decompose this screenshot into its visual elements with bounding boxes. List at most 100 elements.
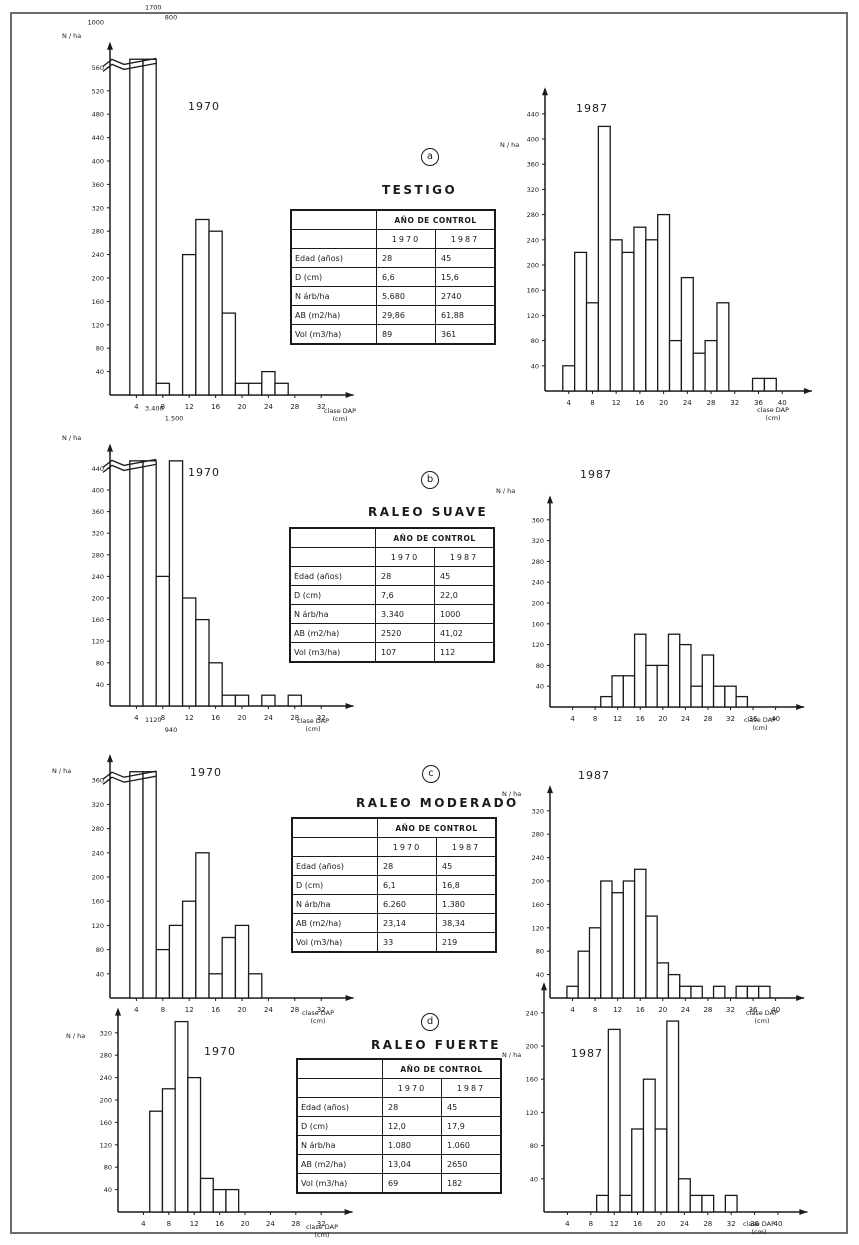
y-tick-label: 160: [92, 616, 104, 624]
y-tick-label: 240: [532, 579, 544, 587]
y-tick-label: 280: [92, 825, 104, 833]
histogram-bar: [690, 985, 703, 999]
panel-b-letter: b: [421, 471, 439, 489]
figure-frame: [10, 12, 848, 1234]
x-axis-label: clase DAP: [746, 1009, 778, 1017]
cell-1970: 7,6: [375, 585, 435, 605]
table-row: Vol (m3/ha) 89 361: [290, 324, 496, 345]
histogram-bar: [746, 985, 760, 999]
table-row: Vol (m3/ha) 69 182: [296, 1173, 502, 1194]
x-axis-label: clase DAP: [757, 406, 789, 414]
x-tick-label: 8: [590, 399, 594, 407]
y-tick-label: 280: [532, 831, 544, 839]
y-tick-label: 280: [527, 211, 539, 219]
table-row: AB (m2/ha) 13,04 2650: [296, 1154, 502, 1174]
histogram-bar: [168, 924, 184, 999]
histogram-bar: [155, 948, 171, 999]
table-row: N árb/ha 3.340 1000: [289, 604, 495, 624]
y-tick-label: 160: [532, 620, 544, 628]
cell-1970: 6,6: [376, 267, 436, 287]
x-tick-label: 16: [633, 1220, 642, 1228]
table-row: AB (m2/ha) 23,14 38,34: [291, 913, 497, 933]
cell-1987: 1000: [434, 604, 495, 624]
x-tick-label: 4: [566, 399, 571, 407]
bar-label: 1700: [145, 3, 162, 11]
panel-a-title: TESTIGO: [382, 183, 458, 197]
y-tick-label: 240: [526, 1009, 538, 1017]
histogram-bar: [619, 1194, 633, 1213]
histogram-bar: [645, 239, 659, 392]
cell-1987: 2650: [441, 1154, 502, 1174]
histogram-bar: [679, 643, 692, 708]
histogram-bar: [751, 377, 766, 392]
x-tick-label: 24: [264, 714, 273, 722]
x-tick-label: 40: [771, 715, 780, 723]
histogram-bar: [174, 1020, 189, 1213]
x-tick-label: 28: [290, 1006, 299, 1014]
x-axis-arrow: [799, 1209, 808, 1215]
histogram-bar: [597, 125, 611, 392]
row-label: Vol (m3/ha): [291, 932, 378, 953]
x-tick-label: 4: [141, 1220, 146, 1228]
y-tick-label: 120: [92, 321, 104, 329]
x-axis-arrow: [345, 995, 354, 1001]
cell-1987: 219: [436, 932, 497, 953]
y-axis-arrow: [541, 982, 547, 991]
x-tick-label: 16: [636, 1006, 645, 1014]
histogram-bar: [656, 962, 670, 999]
axis-break: [102, 775, 157, 785]
x-tick-label: 36: [750, 1220, 759, 1228]
cell-1987: 2740: [435, 286, 496, 306]
histogram-bar: [701, 1194, 715, 1213]
x-tick-label: 12: [613, 1006, 622, 1014]
x-tick-label: 12: [185, 714, 194, 722]
panel-b-title: RALEO SUAVE: [368, 505, 489, 519]
bar-label: 3.400: [145, 404, 164, 412]
histogram-bar: [611, 675, 624, 708]
x-tick-label: 24: [264, 403, 273, 411]
histogram-bar: [225, 1188, 240, 1213]
y-axis-arrow: [542, 87, 548, 96]
table-year: 1970: [376, 229, 436, 249]
x-tick-label: 8: [161, 403, 165, 411]
x-axis-arrow: [796, 995, 805, 1001]
x-tick-label: 20: [238, 1006, 247, 1014]
x-tick-label: 8: [167, 1220, 171, 1228]
x-tick-label: 24: [681, 715, 690, 723]
table-row: Edad (años) 28 45: [289, 566, 495, 586]
cell-1987: 61,88: [435, 305, 496, 325]
x-tick-label: 16: [211, 403, 220, 411]
cell-1970: 6.260: [377, 894, 437, 914]
row-label: D (cm): [291, 875, 378, 895]
x-tick-label: 16: [635, 399, 644, 407]
x-tick-label: 4: [570, 715, 575, 723]
table-row: Edad (años) 28 45: [290, 248, 496, 268]
x-axis-arrow: [344, 1209, 353, 1215]
chart-year-title: 1987: [578, 769, 610, 782]
panel-c-title: RALEO MODERADO: [356, 796, 519, 810]
histogram-bar: [247, 973, 263, 999]
cell-1970: 6,1: [377, 875, 437, 895]
histogram-bar: [161, 1088, 176, 1213]
cell-1970: 29,86: [376, 305, 436, 325]
histogram-bar: [142, 460, 157, 707]
y-tick-label: 200: [532, 878, 544, 886]
y-tick-label: 240: [92, 251, 104, 259]
x-axis-label: clase DAP: [324, 407, 356, 415]
x-tick-label: 20: [657, 1220, 666, 1228]
bar-label: 800: [165, 13, 177, 21]
y-axis-arrow: [547, 495, 553, 504]
y-tick-label: 280: [100, 1052, 112, 1060]
cell-1987: 15,6: [435, 267, 496, 287]
y-axis-label: N / ha: [52, 767, 71, 775]
histogram-bar: [274, 382, 289, 396]
y-tick-label: 200: [526, 1043, 538, 1051]
histogram-bar: [195, 218, 210, 396]
y-tick-label: 1000: [87, 18, 104, 26]
histogram-bar: [129, 58, 144, 396]
y-tick-label: 80: [530, 1142, 538, 1150]
cell-1970: 13,04: [382, 1154, 442, 1174]
y-tick-label: 160: [92, 898, 104, 906]
y-tick-label: 120: [92, 922, 104, 930]
chart-year-title: 1987: [576, 102, 608, 115]
